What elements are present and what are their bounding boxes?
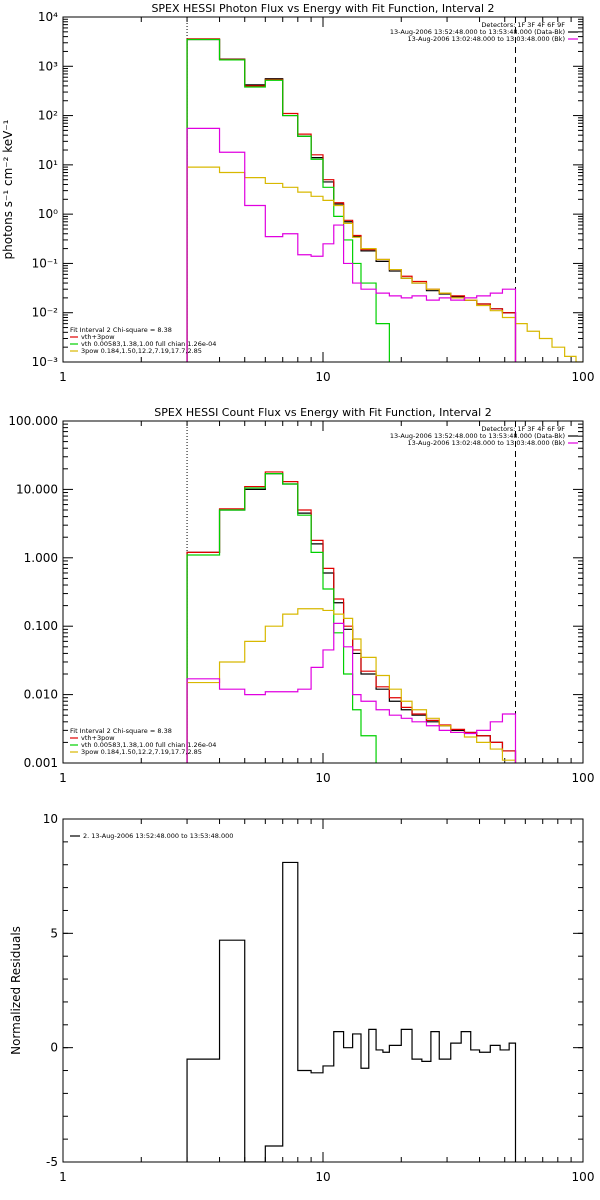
x-tick-label: 1 [59, 370, 67, 384]
series-line-1 [186, 38, 517, 362]
y-tick-label: 0 [50, 1041, 58, 1055]
legend-entry: 13-Aug-2006 13:52:48.000 to 13:53:48.000… [390, 28, 565, 36]
series-line-4 [186, 166, 583, 362]
y-tick-label: 0.001 [24, 756, 58, 770]
legend-entry: 3pow 0.184,1.50,12.2,7.19,17.7,2.85 [81, 347, 202, 355]
series-line-4 [186, 608, 528, 763]
legend-entry: vth 0.00583,1.38,1.00 full chian 1.26e-0… [81, 741, 216, 749]
chart-1: SPEX HESSI Photon Flux vs Energy with Fi… [1, 2, 594, 384]
y-tick-label: 10¹ [38, 158, 58, 172]
plot-frame [62, 818, 584, 1163]
legend-entry: 13-Aug-2006 13:02:48.000 to 13:03:48.000… [408, 439, 565, 447]
legend-entry: Detectors: 1F 3F 4F 6F 9F [481, 21, 565, 29]
series-line-5 [186, 127, 517, 362]
y-tick-label: 1.000 [24, 551, 58, 565]
series-line-1 [186, 861, 517, 1162]
plot-frame [62, 16, 584, 363]
x-tick-label: 1 [59, 771, 67, 785]
series-line-2 [186, 38, 517, 362]
y-tick-label: 100.000 [8, 414, 58, 428]
y-tick-label: 10⁴ [38, 10, 58, 24]
x-tick-label: 10 [315, 771, 330, 785]
legend-entry: vth 0.00583,1.38,1.00 full chian 1.26e-0… [81, 340, 216, 348]
series-line-2 [186, 471, 517, 763]
y-tick-label: -5 [46, 1155, 58, 1169]
y-tick-label: 0.010 [24, 688, 58, 702]
series-line-3 [186, 38, 402, 362]
y-axis-label: photons s⁻¹ cm⁻² keV⁻¹ [1, 119, 15, 259]
legend-entry: 13-Aug-2006 13:02:48.000 to 13:03:48.000… [408, 35, 565, 43]
y-tick-label: 10³ [38, 59, 58, 73]
x-tick-label: 10 [315, 1170, 330, 1184]
chart-title: SPEX HESSI Photon Flux vs Energy with Fi… [151, 2, 494, 15]
x-tick-label: 100 [572, 370, 595, 384]
legend-entry: 2. 13-Aug-2006 13:52:48.000 to 13:53:48.… [83, 832, 233, 840]
y-tick-label: 0.100 [24, 619, 58, 633]
x-tick-label: 100 [572, 1170, 595, 1184]
x-tick-label: 1 [59, 1170, 67, 1184]
legend-entry: 13-Aug-2006 13:52:48.000 to 13:53:48.000… [390, 432, 565, 440]
series-line-3 [186, 473, 390, 763]
y-tick-label: 10⁻² [32, 306, 59, 320]
chart-3: 1 10 100 -5 0 5 10 Normalized Residuals 2. 13-Au… [9, 812, 594, 1184]
x-tick-label: 100 [572, 771, 595, 785]
y-axis-label: Normalized Residuals [9, 926, 23, 1055]
y-tick-label: 10⁰ [38, 207, 58, 221]
y-tick-label: 10² [38, 109, 58, 123]
legend-entry: vth+3pow [81, 333, 115, 341]
legend-entry: vth+3pow [81, 734, 115, 742]
plot-frame [62, 420, 584, 764]
legend-entry: Fit Interval 2 Chi-square = 8.38 [70, 727, 172, 735]
x-tick-label: 10 [315, 370, 330, 384]
chart-2: SPEX HESSI Count Flux vs Energy with Fit… [8, 406, 594, 785]
y-tick-label: 10 [43, 812, 58, 826]
y-tick-label: 10⁻¹ [32, 256, 59, 270]
y-tick-label: 10⁻³ [32, 355, 59, 369]
chart-title: SPEX HESSI Count Flux vs Energy with Fit… [154, 406, 491, 419]
y-tick-label: 10.000 [16, 482, 58, 496]
legend-entry: Detectors: 1F 3F 4F 6F 9F [481, 425, 565, 433]
y-tick-label: 5 [50, 926, 58, 940]
legend-entry: 3pow 0.184,1.50,12.2,7.19,17.7,2.85 [81, 748, 202, 756]
legend-entry: Fit Interval 2 Chi-square = 8.38 [70, 326, 172, 334]
series-line-5 [186, 622, 517, 763]
